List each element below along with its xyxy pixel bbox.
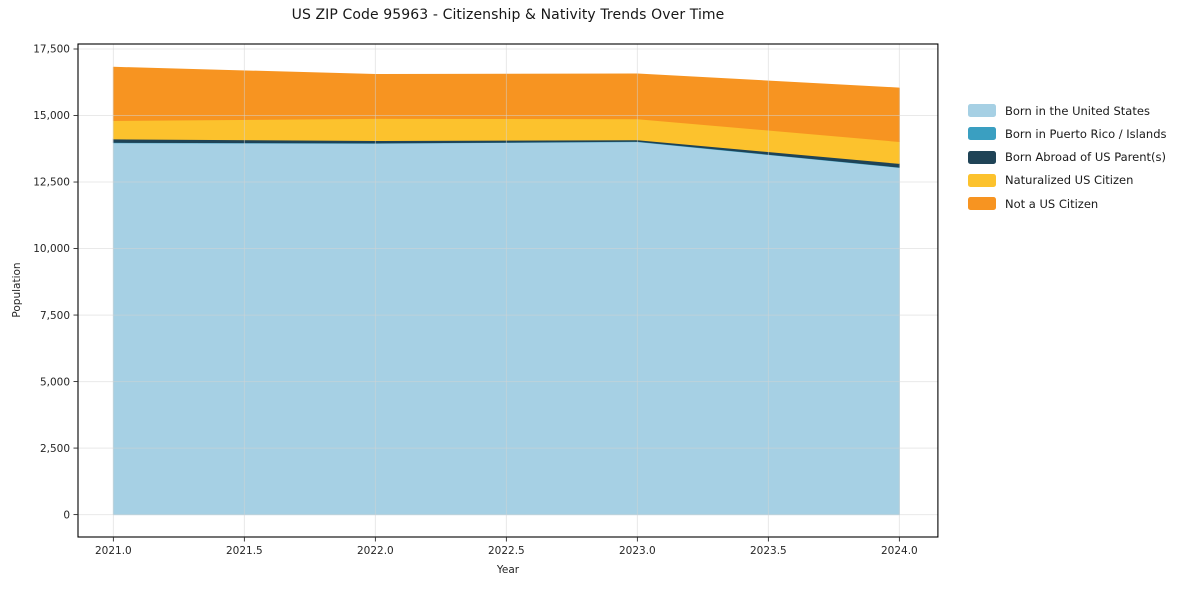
- x-tick-label: 2021.0: [95, 545, 132, 557]
- legend-label: Born in the United States: [1005, 103, 1150, 118]
- y-tick-label: 0: [63, 509, 70, 521]
- legend-label: Born Abroad of US Parent(s): [1005, 150, 1166, 165]
- y-tick-label: 2,500: [40, 443, 70, 455]
- legend-swatch-icon: [968, 150, 996, 164]
- legend-label: Not a US Citizen: [1005, 196, 1099, 211]
- x-tick-label: 2022.0: [357, 545, 394, 557]
- y-axis-label: Population: [11, 262, 23, 318]
- legend-swatch-icon: [968, 197, 996, 211]
- x-tick-label: 2022.5: [488, 545, 525, 557]
- x-tick-label: 2023.0: [619, 545, 656, 557]
- legend-swatch-icon: [968, 127, 996, 141]
- x-axis-label: Year: [496, 564, 520, 576]
- legend-swatch-icon: [968, 104, 996, 117]
- grid-layer: [78, 44, 938, 537]
- y-tick-label: 10,000: [33, 243, 70, 255]
- legend-item-4: Not a US Citizen: [968, 196, 1167, 211]
- chart-title: US ZIP Code 95963 - Citizenship & Nativi…: [291, 7, 725, 23]
- y-tick-label: 12,500: [33, 177, 70, 189]
- legend-item-3: Naturalized US Citizen: [968, 173, 1167, 188]
- y-tick-label: 15,000: [33, 110, 70, 122]
- y-tick-label: 17,500: [33, 44, 70, 56]
- y-tick-label: 7,500: [40, 310, 70, 322]
- x-tick-label: 2023.5: [750, 545, 787, 557]
- legend-label: Born in Puerto Rico / Islands: [1005, 126, 1167, 141]
- legend-label: Naturalized US Citizen: [1005, 173, 1134, 188]
- legend-item-0: Born in the United States: [968, 103, 1167, 118]
- axis-layer: 2021.0 2021.5 2022.0 2022.5 2023.0 2023.5 2024…: [33, 44, 918, 557]
- legend-item-2: Born Abroad of US Parent(s): [968, 150, 1167, 165]
- x-tick-label: 2024.0: [881, 545, 918, 557]
- legend-item-1: Born in Puerto Rico / Islands: [968, 126, 1167, 141]
- legend-swatch-icon: [968, 173, 996, 187]
- x-tick-label: 2021.5: [226, 545, 263, 557]
- plot-border: [77, 43, 939, 538]
- legend: Born in the United States Born in Puerto …: [968, 103, 1167, 211]
- y-tick-label: 5,000: [40, 376, 70, 388]
